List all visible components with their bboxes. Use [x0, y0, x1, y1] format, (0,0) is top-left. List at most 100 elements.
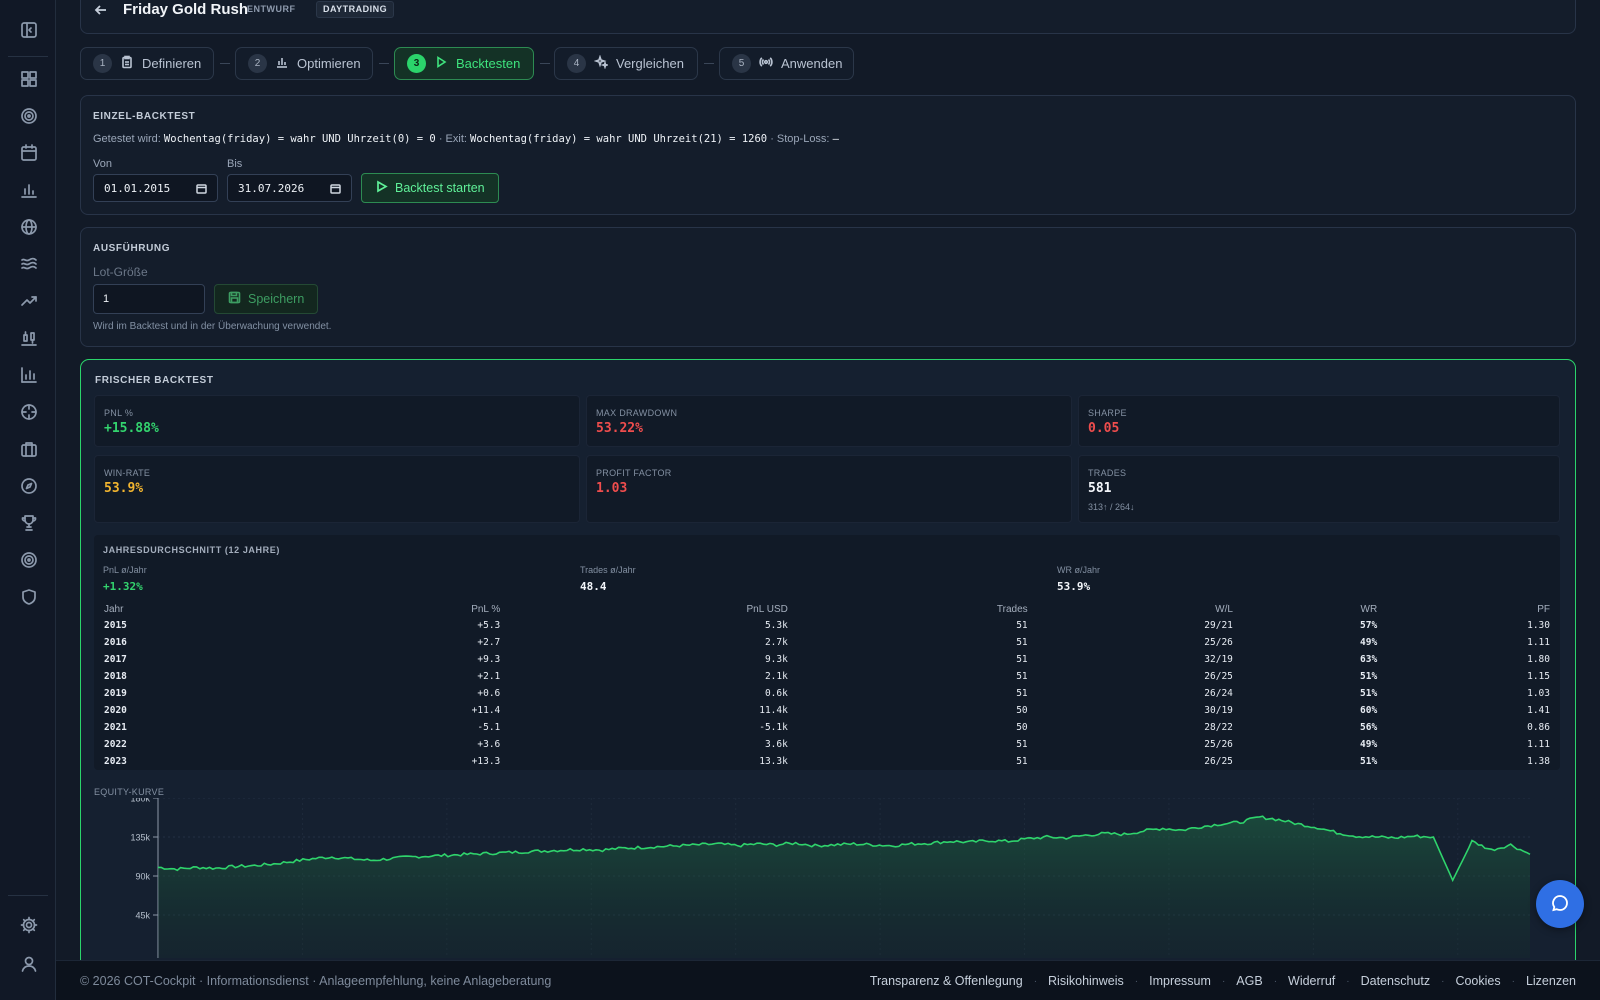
calendar-icon[interactable] — [196, 183, 207, 194]
dashboard-icon[interactable] — [18, 68, 40, 90]
step-optimieren[interactable]: 2 Optimieren — [235, 47, 373, 80]
table-row: 2021 -5.1 -5.1k 50 28/22 56% 0.86 — [104, 719, 1550, 736]
footer-separator: · — [1033, 975, 1038, 987]
shield-icon[interactable] — [18, 586, 40, 608]
table-row: 2015 +5.3 5.3k 51 29/21 57% 1.30 — [104, 617, 1550, 634]
step-backtesten[interactable]: 3 Backtesten — [394, 47, 534, 80]
lot-size-input[interactable]: 1 — [93, 284, 205, 314]
year-cell: 2016 — [104, 637, 127, 648]
footer-separator: · — [1221, 975, 1226, 987]
metric-value: 53.9% — [104, 481, 144, 496]
footer-link[interactable]: Widerruf — [1288, 974, 1336, 988]
globe-icon[interactable] — [18, 216, 40, 238]
footer: © 2026 COT-Cockpit · Informationsdienst … — [56, 960, 1600, 1000]
target-icon[interactable] — [18, 105, 40, 127]
footer-separator: · — [1441, 975, 1445, 987]
step-number: 4 — [567, 54, 586, 73]
chat-bubble-icon — [1550, 893, 1570, 916]
metric-max-drawdown: MAX DRAWDOWN 53.22% — [586, 395, 1072, 447]
footer-link[interactable]: Datenschutz — [1360, 974, 1431, 988]
equity-line — [158, 815, 1531, 883]
trades-cell: 50 — [1016, 722, 1028, 733]
pnl-usd-cell: 0.6k — [764, 688, 788, 699]
page-title: Friday Gold Rush — [123, 1, 249, 18]
compass-icon[interactable] — [18, 475, 40, 497]
step-vergleichen[interactable]: 4 Vergleichen — [554, 47, 698, 80]
footer-link[interactable]: Lizenzen — [1525, 974, 1576, 988]
sparkles-icon — [593, 54, 610, 72]
column-header: PF — [1537, 603, 1550, 615]
bar-chart-icon[interactable] — [18, 179, 40, 201]
avg-trades: Trades ø/Jahr 48.4 — [580, 565, 636, 593]
sidebar-toggle-icon[interactable] — [18, 19, 40, 41]
crosshair-icon[interactable] — [18, 401, 40, 423]
step-number: 1 — [93, 54, 112, 73]
pnl-percent-cell: +0.6 — [477, 688, 501, 699]
briefcase-icon[interactable] — [18, 438, 40, 460]
metric-value: 53.22% — [596, 421, 643, 436]
trades-cell: 51 — [1016, 688, 1028, 699]
status-badge-draft: ENTWURF — [247, 4, 296, 14]
fresh-backtest-card: FRISCHER BACKTEST PNL % +15.88% MAX DRAW… — [80, 359, 1576, 1000]
pnl-usd-cell: 3.6k — [764, 739, 788, 750]
footer-link[interactable]: Impressum — [1149, 974, 1211, 988]
table-row: 2020 +11.4 11.4k 50 30/19 60% 1.41 — [104, 702, 1550, 719]
table-row: 2018 +2.1 2.1k 51 26/25 51% 1.15 — [104, 668, 1550, 685]
table-header-row: Jahr PnL % PnL USD Trades W/L WR PF — [104, 601, 1550, 617]
footer-link[interactable]: AGB — [1236, 974, 1263, 988]
calendar-icon[interactable] — [18, 142, 40, 164]
candlestick-icon[interactable] — [18, 327, 40, 349]
sidebar-divider — [8, 56, 48, 57]
save-button[interactable]: Speichern — [214, 284, 319, 314]
avg-trades-label: Trades ø/Jahr — [580, 565, 636, 575]
start-backtest-button[interactable]: Backtest starten — [361, 173, 499, 203]
trophy-icon[interactable] — [18, 512, 40, 534]
column-header: WR — [1360, 603, 1378, 615]
year-cell: 2023 — [104, 756, 127, 767]
yearly-title: JAHRESDURCHSCHNITT (12 JAHRE) — [103, 545, 280, 555]
metric-value: 581 — [1088, 481, 1112, 496]
avg-trades-value: 48.4 — [580, 580, 607, 593]
user-icon[interactable] — [18, 953, 40, 975]
settings-gear-icon[interactable] — [18, 914, 40, 936]
footer-link[interactable]: Cookies — [1455, 974, 1501, 988]
calendar-icon[interactable] — [330, 183, 341, 194]
metric-value: +15.88% — [104, 421, 159, 436]
chart-columns-icon[interactable] — [18, 364, 40, 386]
win-loss-cell: 25/26 — [1204, 739, 1233, 750]
step-definieren[interactable]: 1 Definieren — [80, 47, 214, 80]
column-header: Jahr — [104, 603, 124, 615]
metric-label: MAX DRAWDOWN — [596, 408, 678, 418]
profit-factor-cell: 1.38 — [1527, 756, 1550, 767]
profit-factor-cell: 1.15 — [1527, 671, 1550, 682]
win-loss-cell: 25/26 — [1204, 637, 1233, 648]
win-loss-cell: 32/19 — [1204, 654, 1233, 665]
profit-factor-cell: 1.30 — [1527, 620, 1550, 631]
metric-label: SHARPE — [1088, 408, 1127, 418]
step-connector — [704, 63, 714, 64]
pnl-percent-cell: +5.3 — [477, 620, 501, 631]
step-label: Definieren — [142, 56, 202, 71]
win-rate-cell: 49% — [1360, 739, 1378, 750]
from-date-input[interactable]: 01.01.2015 — [93, 174, 218, 202]
table-row: 2023 +13.3 13.3k 51 26/25 51% 1.38 — [104, 753, 1550, 770]
play-icon — [434, 55, 448, 72]
footer-link[interactable]: Risikohinweis — [1048, 974, 1124, 988]
chat-button[interactable] — [1536, 880, 1584, 928]
section-title: FRISCHER BACKTEST — [95, 375, 214, 386]
pnl-percent-cell: +11.4 — [471, 705, 501, 716]
pnl-usd-cell: 9.3k — [764, 654, 788, 665]
footer-separator: · — [1273, 975, 1278, 987]
step-label: Optimieren — [297, 56, 361, 71]
back-arrow-icon[interactable] — [93, 2, 109, 18]
waves-icon[interactable] — [18, 253, 40, 275]
footer-separator: · — [1134, 975, 1139, 987]
from-label: Von — [93, 158, 112, 170]
trending-up-icon[interactable] — [18, 290, 40, 312]
footer-link[interactable]: Transparenz & Offenlegung — [869, 974, 1023, 988]
step-anwenden[interactable]: 5 Anwenden — [719, 47, 854, 80]
to-date-input[interactable]: 31.07.2026 — [227, 174, 352, 202]
y-tick-label: 90k — [135, 872, 150, 882]
metric-pnl: PNL % +15.88% — [94, 395, 580, 447]
bullseye-icon[interactable] — [18, 549, 40, 571]
